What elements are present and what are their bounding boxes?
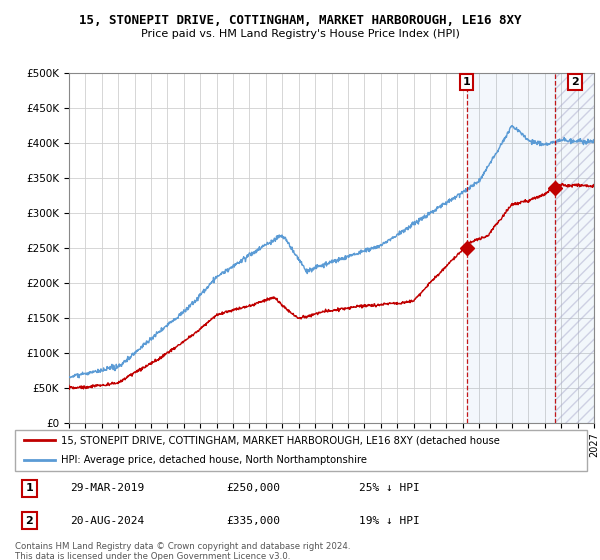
Text: HPI: Average price, detached house, North Northamptonshire: HPI: Average price, detached house, Nort…	[61, 455, 367, 465]
Text: 29-MAR-2019: 29-MAR-2019	[70, 483, 144, 493]
Text: £250,000: £250,000	[226, 483, 280, 493]
Text: £335,000: £335,000	[226, 516, 280, 526]
Text: Contains HM Land Registry data © Crown copyright and database right 2024.
This d: Contains HM Land Registry data © Crown c…	[15, 542, 350, 560]
Bar	[467, 73, 555, 423]
Text: 20-AUG-2024: 20-AUG-2024	[70, 516, 144, 526]
Bar	[555, 73, 594, 423]
Text: 19% ↓ HPI: 19% ↓ HPI	[359, 516, 420, 526]
Text: 25% ↓ HPI: 25% ↓ HPI	[359, 483, 420, 493]
Bar	[555, 73, 594, 423]
Text: 15, STONEPIT DRIVE, COTTINGHAM, MARKET HARBOROUGH, LE16 8XY: 15, STONEPIT DRIVE, COTTINGHAM, MARKET H…	[79, 14, 521, 27]
Text: 1: 1	[463, 77, 470, 87]
FancyBboxPatch shape	[15, 430, 587, 471]
Text: 15, STONEPIT DRIVE, COTTINGHAM, MARKET HARBOROUGH, LE16 8XY (detached house: 15, STONEPIT DRIVE, COTTINGHAM, MARKET H…	[61, 435, 500, 445]
Text: Price paid vs. HM Land Registry's House Price Index (HPI): Price paid vs. HM Land Registry's House …	[140, 29, 460, 39]
Text: 2: 2	[571, 77, 579, 87]
Text: 1: 1	[25, 483, 33, 493]
Text: 2: 2	[25, 516, 33, 526]
